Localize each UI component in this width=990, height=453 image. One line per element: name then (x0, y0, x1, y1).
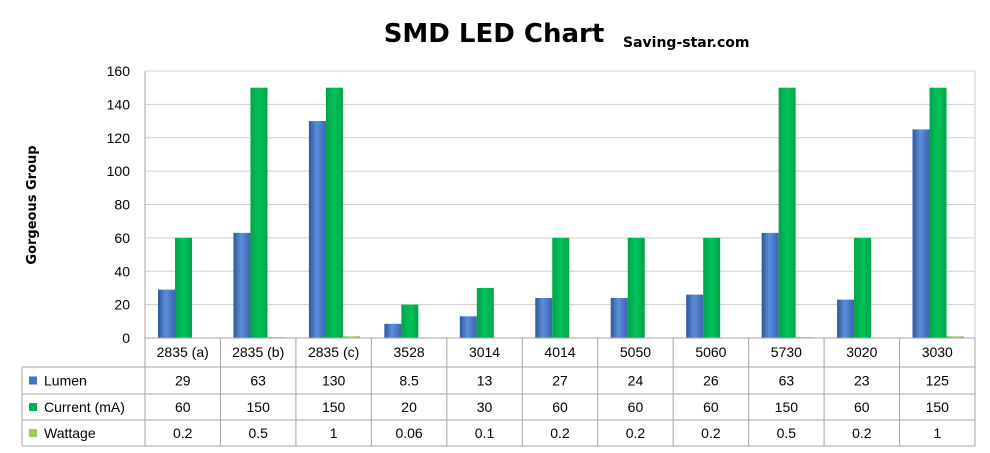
y-tick-label: 120 (107, 130, 131, 146)
y-tick-labels: 0 20 40 60 80 100 120 140 160 (107, 63, 131, 346)
x-tick-label: 3030 (922, 344, 953, 360)
table-cell: 150 (926, 399, 950, 415)
y-tick-label: 100 (107, 163, 131, 179)
bar-current-ma (778, 87, 796, 338)
y-tick-label: 20 (114, 297, 130, 313)
table-cell: 0.2 (852, 425, 872, 441)
table-cell: 29 (175, 373, 191, 389)
table-cell: 0.2 (550, 425, 570, 441)
bar-current-ma (627, 237, 645, 338)
table-cell: 13 (477, 373, 493, 389)
table-cell: 0.2 (173, 425, 193, 441)
bar-lumen (686, 294, 704, 338)
bar-current-ma (476, 287, 494, 338)
legend-label: Lumen (44, 373, 87, 389)
table-cell: 60 (703, 399, 719, 415)
x-tick-label: 5060 (695, 344, 726, 360)
bar-lumen (158, 289, 175, 338)
table-cell: 0.2 (626, 425, 646, 441)
bars (158, 87, 964, 339)
x-tick-label: 5050 (620, 344, 651, 360)
bar-lumen (837, 299, 855, 338)
table-cell: 1 (933, 425, 941, 441)
chart-subtitle: Saving-star.com (623, 35, 749, 51)
table-cell: 60 (552, 399, 568, 415)
bar-current-ma (325, 87, 343, 338)
table-cell: 20 (401, 399, 417, 415)
y-axis-label: Gorgeous Group (25, 145, 40, 264)
table-cell: 24 (628, 373, 644, 389)
bar-lumen (233, 232, 251, 338)
chart-title: SMD LED Chart (384, 19, 605, 49)
y-tick-label: 160 (107, 63, 131, 79)
y-tick-label: 40 (114, 263, 130, 279)
legend-label: Current (mA) (44, 399, 125, 415)
legend-swatch (29, 429, 37, 437)
y-tick-label: 80 (114, 197, 130, 213)
table-cell: 60 (175, 399, 191, 415)
y-tick-label: 0 (122, 330, 130, 346)
x-tick-label: 5730 (771, 344, 802, 360)
table-cell: 60 (628, 399, 644, 415)
x-tick-label: 4014 (544, 344, 575, 360)
bar-current-ma (401, 304, 419, 338)
bar-lumen (912, 129, 930, 338)
table-cell: 0.2 (701, 425, 721, 441)
table-cell: 8.5 (399, 373, 419, 389)
bar-current-ma (703, 237, 721, 338)
data-table: 2835 (a) 2835 (b) 2835 (c) 3528 3014 4014 5050… (21, 337, 976, 447)
bar-current-ma (854, 237, 872, 338)
x-tick-label: 3020 (846, 344, 877, 360)
gridlines (144, 70, 976, 339)
bar-current-ma (250, 87, 268, 338)
bar-lumen (761, 232, 779, 338)
table-cell: 63 (250, 373, 266, 389)
bar-current-ma (552, 237, 570, 338)
legend-swatch (29, 376, 37, 385)
table-cell: 0.1 (475, 425, 495, 441)
x-tick-label: 2835 (c) (308, 344, 359, 360)
table-cell: 0.5 (777, 425, 797, 441)
bar-lumen (610, 297, 628, 338)
table-cell: 26 (703, 373, 719, 389)
table-cell: 130 (322, 373, 346, 389)
bar-lumen (535, 297, 553, 338)
table-cell: 30 (477, 399, 493, 415)
bar-wattage (946, 336, 964, 338)
x-tick-label: 2835 (a) (157, 344, 209, 360)
legend-swatch (29, 403, 37, 411)
x-tick-label: 3014 (469, 344, 500, 360)
table-cell: 150 (775, 399, 799, 415)
table-cell: 150 (247, 399, 271, 415)
table-cell: 27 (552, 373, 568, 389)
table-cell: 23 (854, 373, 870, 389)
x-tick-label: 3528 (394, 344, 425, 360)
table-cell: 60 (854, 399, 870, 415)
y-tick-label: 60 (114, 230, 130, 246)
table-cell: 63 (779, 373, 795, 389)
table-cell: 150 (322, 399, 346, 415)
bar-lumen (459, 316, 477, 338)
bar-lumen (308, 121, 326, 338)
table-cell: 125 (926, 373, 950, 389)
bar-current-ma (929, 87, 947, 338)
bar-current-ma (175, 237, 192, 338)
table-cell: 1 (330, 425, 338, 441)
y-tick-label: 140 (107, 96, 131, 112)
table-cell: 0.06 (395, 425, 422, 441)
table-cell: 0.5 (248, 425, 268, 441)
x-tick-label: 2835 (b) (232, 344, 284, 360)
bar-lumen (384, 323, 402, 338)
bar-wattage (342, 336, 360, 338)
legend-label: Wattage (44, 425, 96, 441)
